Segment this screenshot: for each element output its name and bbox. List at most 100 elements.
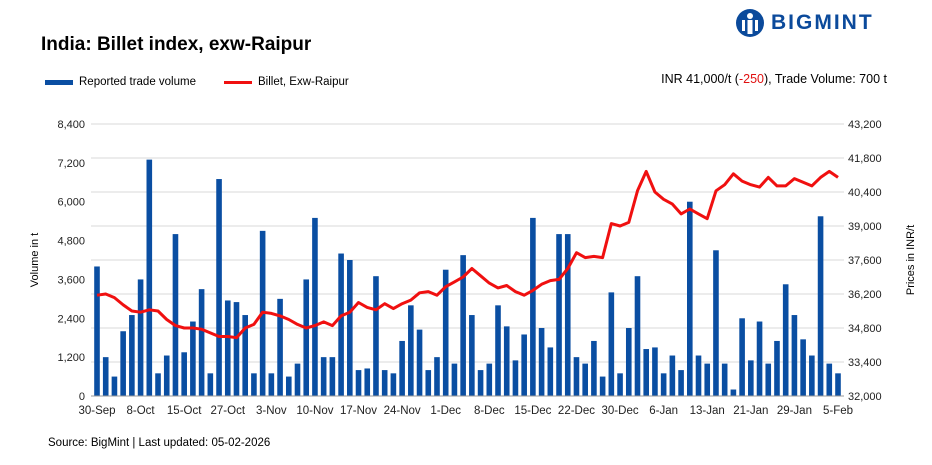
legend-swatch-price (223, 80, 252, 84)
y2-tick-label: 32,000 (848, 391, 882, 403)
volume-bar (285, 376, 292, 396)
volume-bar (416, 329, 423, 396)
volume-bar (564, 234, 571, 396)
y2-tick-label: 43,200 (848, 119, 882, 131)
y-axis-label: Volume in t (29, 233, 41, 287)
legend: Reported trade volume Billet, Exw-Raipur (45, 76, 349, 88)
x-tick-label: 8-Oct (127, 405, 156, 417)
logo-text: BIGMINT (771, 11, 874, 34)
volume-bar (373, 276, 379, 396)
y-tick-label: 1,200 (57, 352, 85, 364)
y-tick-label: 7,200 (57, 158, 85, 170)
volume-bar (765, 363, 772, 396)
volume-bar (381, 370, 388, 396)
axes: 32,000 33,400 34,800 36,200 37,600 39,000 40,4… (57, 119, 881, 417)
volume-bar (102, 357, 109, 396)
volume-bar (94, 266, 100, 396)
volume-bar (704, 363, 711, 396)
volume-bar (207, 373, 214, 396)
y-tick-label: 0 (79, 391, 85, 403)
source-note: Source: BigMint | Last updated: 05-02-20… (48, 437, 271, 449)
volume-bar (687, 201, 693, 396)
x-tick-label: 5-Feb (823, 405, 853, 417)
volume-bar (329, 357, 336, 396)
volume-bar (530, 217, 536, 396)
y-tick-label: 2,400 (57, 313, 85, 325)
volume-bar (591, 340, 597, 396)
x-tick-label: 24-Nov (384, 405, 421, 417)
x-tick-label: 15-Dec (514, 405, 551, 417)
volume-bar (643, 349, 650, 396)
volume-bar (224, 300, 231, 396)
volume-bar (556, 234, 562, 396)
summary-change: -250 (738, 72, 764, 86)
y2-tick-label: 34,800 (848, 323, 882, 335)
x-tick-label: 27-Oct (211, 405, 246, 417)
volume-bar (190, 321, 196, 396)
x-tick-label: 30-Dec (602, 405, 639, 417)
summary-suffix: ), Trade Volume: 700 t (764, 72, 887, 86)
y2-tick-label: 36,200 (848, 289, 882, 301)
volume-bar (547, 347, 554, 396)
volume-bar (451, 363, 458, 396)
volume-bar (277, 298, 283, 396)
volume-bar (155, 373, 161, 396)
volume-bar (390, 373, 397, 396)
x-tick-label: 6-Jan (649, 405, 678, 417)
volume-bar (756, 321, 763, 396)
x-tick-label: 17-Nov (340, 405, 377, 417)
price-line-path (96, 169, 839, 340)
y-tick-label: 3,600 (57, 274, 85, 286)
volume-bar (486, 363, 493, 396)
volume-bar (233, 302, 240, 396)
volume-bar (748, 360, 754, 396)
legend-label-volume: Reported trade volume (79, 76, 196, 88)
volume-bar (268, 373, 275, 396)
y2-axis-label: Prices in INR/t (905, 225, 917, 295)
legend-swatch-volume (45, 79, 73, 85)
x-tick-label: 1-Dec (430, 405, 461, 417)
volume-bar (739, 318, 745, 396)
volume-bar (172, 234, 179, 396)
volume-bar (826, 363, 833, 396)
x-tick-label: 13-Jan (690, 405, 725, 417)
volume-bar (111, 376, 118, 396)
volume-bar (442, 269, 449, 396)
volume-bar (599, 376, 606, 396)
bigmint-logo: BIGMINT (735, 8, 874, 38)
volume-bar (800, 339, 806, 396)
volume-bar (817, 216, 824, 396)
volume-bar (608, 292, 615, 396)
volume-bar (669, 355, 676, 396)
volume-bar (242, 315, 248, 396)
volume-bar (503, 326, 510, 396)
volume-bar (721, 363, 728, 396)
volume-bar (312, 217, 318, 396)
y2-tick-label: 39,000 (848, 221, 882, 233)
x-tick-label: 21-Jan (733, 405, 768, 417)
volume-bar (120, 331, 126, 396)
volume-bar (146, 159, 153, 396)
volume-bar (521, 334, 527, 396)
volume-bar (469, 315, 475, 396)
volume-bar (399, 340, 405, 396)
volume-bar (512, 360, 519, 396)
chart-title: India: Billet index, exw-Raipur (41, 34, 312, 55)
volume-bar (355, 370, 362, 396)
volume-bar (695, 355, 702, 396)
volume-bar (434, 357, 440, 396)
volume-bar (652, 347, 658, 396)
y-tick-label: 4,800 (57, 236, 85, 248)
x-tick-label: 8-Dec (474, 405, 505, 417)
volume-bar (408, 305, 414, 396)
volume-bar (634, 276, 641, 396)
y2-tick-label: 33,400 (848, 357, 882, 369)
volume-bar (782, 284, 789, 396)
volume-bar (425, 370, 432, 396)
volume-bar (538, 328, 545, 396)
volume-bar (495, 305, 501, 396)
x-tick-label: 22-Dec (558, 405, 595, 417)
volume-bar (181, 352, 187, 396)
volume-bar (582, 363, 588, 396)
summary-prefix: INR 41,000/t ( (661, 72, 739, 86)
